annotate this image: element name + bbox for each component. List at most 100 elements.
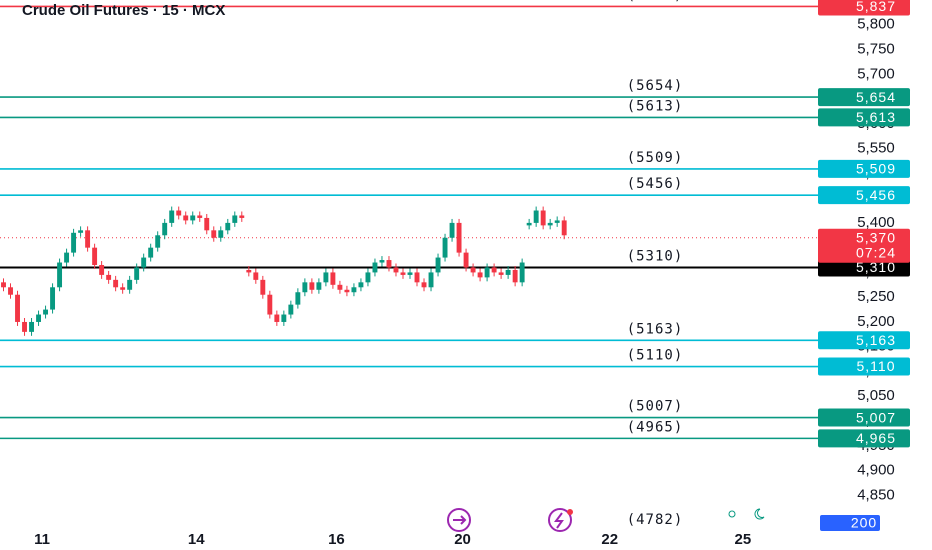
candle-body (127, 279, 133, 290)
y-tick-label: 5,700 (857, 65, 895, 82)
candle-body (50, 287, 56, 310)
y-tick-label: 4,900 (857, 462, 895, 479)
candle-body (302, 282, 308, 293)
price-badge (818, 331, 910, 350)
y-tick-label: 5,400 (857, 214, 895, 231)
candle-body (253, 272, 259, 280)
candle-body (309, 282, 315, 290)
candle-body (498, 272, 504, 275)
price-badge-text: 5,163 (856, 332, 896, 348)
candle-body (505, 269, 511, 275)
candle-body (260, 279, 266, 295)
price-badge (818, 357, 910, 376)
candle-body (204, 217, 210, 231)
candle-body (358, 282, 364, 288)
candle-body (456, 222, 462, 253)
countdown-text: 07:24 (856, 244, 896, 260)
candle-body (526, 222, 532, 226)
candle-body (442, 237, 448, 258)
level-label: (4782) (627, 512, 684, 528)
candle-body (491, 267, 497, 273)
candle-body (561, 220, 567, 236)
candle-body (554, 220, 560, 223)
icon-moon[interactable] (754, 508, 765, 520)
volume-badge-text: 200 (851, 515, 877, 531)
y-tick-label: 5,550 (857, 140, 895, 157)
price-badge-text: 5,654 (856, 89, 896, 105)
candle-body (176, 210, 182, 216)
candle-body (414, 272, 420, 283)
toolbar-icons (447, 508, 765, 532)
price-badge-text: 5,509 (856, 161, 896, 177)
candle-body (533, 210, 539, 223)
candle-body (351, 287, 357, 293)
icon-bolt (554, 512, 564, 529)
candle-body (393, 267, 399, 273)
candle-body (379, 260, 385, 263)
level-label: (4965) (627, 419, 684, 435)
price-badge-text: 5,110 (857, 358, 896, 374)
candle-body (22, 321, 27, 332)
candle-body (288, 304, 294, 315)
candle-body (113, 279, 119, 288)
candle-body (134, 267, 140, 280)
price-badge-text: 5,837 (856, 0, 896, 14)
price-badge-text: 4,965 (856, 430, 896, 446)
price-badge-text: 5,007 (856, 409, 896, 425)
candle-body (470, 267, 476, 273)
price-badge (818, 159, 910, 178)
candle-body (8, 287, 13, 295)
price-badge (818, 408, 910, 427)
candle-body (547, 222, 553, 226)
x-tick-label: 22 (601, 531, 618, 548)
x-tick-label: 11 (34, 531, 50, 548)
candle-body (85, 230, 91, 248)
candle-body (246, 269, 252, 273)
level-label: (5654) (627, 78, 684, 94)
candle-body (540, 210, 546, 226)
candle-body (323, 272, 329, 283)
candle-body (211, 230, 217, 238)
price-badge-text: 5,310 (856, 259, 896, 275)
candle-body (281, 314, 287, 322)
icon[interactable] (548, 508, 572, 532)
candle-body (295, 292, 301, 305)
candle-body (337, 284, 343, 290)
candle-body (15, 294, 20, 322)
level-label: (5456) (627, 176, 684, 192)
candle-body (232, 215, 238, 223)
level-label: (5837) (627, 0, 684, 3)
level-label: (5310) (627, 248, 684, 264)
candle-body (225, 222, 231, 231)
candle-body (1, 282, 6, 288)
candle-body (169, 210, 175, 223)
icon[interactable] (447, 508, 471, 532)
volume-badge (820, 515, 880, 531)
y-tick-label: 5,050 (857, 387, 895, 404)
candle-body (71, 232, 77, 253)
price-badge (818, 108, 910, 127)
candle-body (57, 262, 63, 288)
x-tick-label: 16 (328, 531, 345, 548)
candle-body (428, 272, 434, 288)
candle-body (99, 265, 105, 275)
candle-body (120, 287, 126, 290)
price-badge (818, 0, 910, 16)
candle-body (519, 262, 525, 283)
y-tick-label: 5,250 (857, 288, 895, 305)
y-tick-label: 5,750 (857, 41, 895, 58)
candle-body (463, 252, 469, 268)
level-label: (5163) (627, 321, 684, 337)
last-price-text: 5,370 (856, 229, 896, 245)
last-price-badge (818, 228, 910, 263)
price-badge (818, 88, 910, 107)
candle-body (330, 272, 336, 285)
price-badge-text: 5,613 (856, 109, 896, 125)
price-badge (818, 429, 910, 448)
candle-body (197, 215, 203, 218)
candle-body (344, 289, 350, 293)
icon-sun[interactable] (728, 510, 736, 518)
candle-body (78, 230, 84, 233)
